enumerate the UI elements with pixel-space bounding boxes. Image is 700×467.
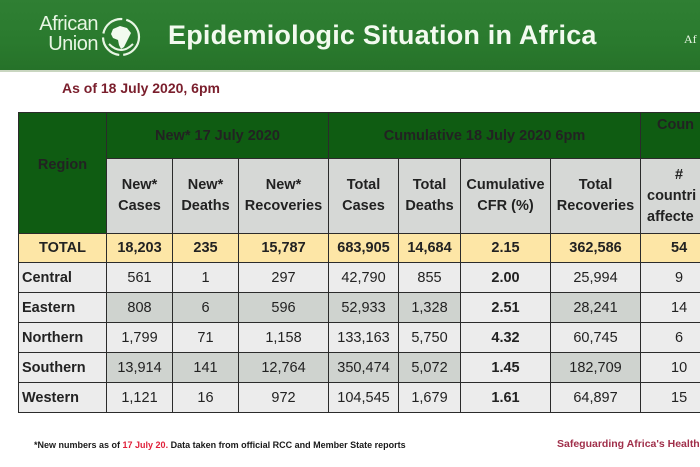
logo-line-2: Union <box>48 33 98 55</box>
region-name: Eastern <box>18 292 107 323</box>
table-row: Central 561 1 297 42,790 855 2.00 25,994… <box>18 262 700 293</box>
cell-total-recoveries: 182,709 <box>550 352 641 383</box>
total-countries: 54 <box>640 233 700 263</box>
cell-countries: 9 <box>640 262 700 293</box>
cell-total-deaths: 1,328 <box>398 292 461 323</box>
table-row: Western 1,121 16 972 104,545 1,679 1.61 … <box>18 382 700 413</box>
group-header-countries: Coun <box>640 112 700 159</box>
cell-new-deaths: 71 <box>172 322 239 353</box>
table-row: Eastern 808 6 596 52,933 1,328 2.51 28,2… <box>18 292 700 323</box>
region-header: Region <box>18 112 107 234</box>
total-new-deaths: 235 <box>172 233 239 263</box>
cell-total-cases: 42,790 <box>328 262 399 293</box>
total-row: TOTAL 18,203 235 15,787 683,905 14,684 2… <box>18 233 700 263</box>
header-banner: African Union Epidemiologic Situation in… <box>0 0 700 72</box>
logo-line-1: African <box>39 13 98 35</box>
total-cases: 683,905 <box>328 233 399 263</box>
cell-new-deaths: 6 <box>172 292 239 323</box>
cell-total-cases: 133,163 <box>328 322 399 353</box>
cell-new-deaths: 1 <box>172 262 239 293</box>
total-cfr: 2.15 <box>460 233 551 263</box>
cell-countries: 15 <box>640 382 700 413</box>
table-row: Northern 1,799 71 1,158 133,163 5,750 4.… <box>18 322 700 353</box>
col-new-cases: New* Cases <box>106 158 173 234</box>
cell-new-cases: 561 <box>106 262 173 293</box>
col-total-deaths: Total Deaths <box>398 158 461 234</box>
logo-wordmark: African Union <box>20 14 98 54</box>
region-name: Southern <box>18 352 107 383</box>
cell-countries: 14 <box>640 292 700 323</box>
total-recoveries: 362,586 <box>550 233 641 263</box>
cell-total-deaths: 1,679 <box>398 382 461 413</box>
cell-total-deaths: 5,072 <box>398 352 461 383</box>
cell-total-recoveries: 64,897 <box>550 382 641 413</box>
footnote-date: 17 July 20. <box>122 440 169 450</box>
cell-new-recoveries: 1,158 <box>238 322 329 353</box>
tagline: Safeguarding Africa's Health <box>557 438 700 450</box>
footnote-source: Data taken from official RCC and Member … <box>168 440 406 450</box>
cell-new-cases: 808 <box>106 292 173 323</box>
cell-total-recoveries: 28,241 <box>550 292 641 323</box>
cell-countries: 6 <box>640 322 700 353</box>
group-header-new: New* 17 July 2020 <box>106 112 329 159</box>
cell-total-cases: 350,474 <box>328 352 399 383</box>
total-label: TOTAL <box>18 233 107 263</box>
total-deaths: 14,684 <box>398 233 461 263</box>
region-name: Western <box>18 382 107 413</box>
cell-total-deaths: 5,750 <box>398 322 461 353</box>
cell-new-recoveries: 596 <box>238 292 329 323</box>
total-new-cases: 18,203 <box>106 233 173 263</box>
cell-new-deaths: 16 <box>172 382 239 413</box>
cell-total-deaths: 855 <box>398 262 461 293</box>
group-header-row: Region New* 17 July 2020 Cumulative 18 J… <box>18 112 700 234</box>
col-total-cases: Total Cases <box>328 158 399 234</box>
cell-total-recoveries: 60,745 <box>550 322 641 353</box>
africa-emblem-icon <box>101 17 141 57</box>
african-union-logo: African Union <box>20 14 150 60</box>
group-header-cumulative: Cumulative 18 July 2020 6pm <box>328 112 641 159</box>
cell-cfr: 1.61 <box>460 382 551 413</box>
footnote: *New numbers as of 17 July 20. Data take… <box>34 440 406 450</box>
cell-cfr: 2.51 <box>460 292 551 323</box>
region-name: Central <box>18 262 107 293</box>
region-name: Northern <box>18 322 107 353</box>
cell-new-recoveries: 12,764 <box>238 352 329 383</box>
total-new-recoveries: 15,787 <box>238 233 329 263</box>
col-new-deaths: New* Deaths <box>172 158 239 234</box>
column-header-row: New* Cases New* Deaths New* Recoveries Tota… <box>19 158 700 234</box>
cell-total-cases: 52,933 <box>328 292 399 323</box>
cell-new-cases: 1,121 <box>106 382 173 413</box>
corner-text: Af <box>684 32 697 46</box>
col-total-recoveries: Total Recoveries <box>550 158 641 234</box>
cell-new-cases: 13,914 <box>106 352 173 383</box>
page-title: Epidemiologic Situation in Africa <box>168 20 597 50</box>
as-of-date: As of 18 July 2020, 6pm <box>62 80 220 96</box>
cell-new-deaths: 141 <box>172 352 239 383</box>
cell-new-recoveries: 972 <box>238 382 329 413</box>
table-row: Southern 13,914 141 12,764 350,474 5,072… <box>18 352 700 383</box>
cell-new-cases: 1,799 <box>106 322 173 353</box>
cell-cfr: 2.00 <box>460 262 551 293</box>
footnote-prefix: *New numbers as of <box>34 440 123 450</box>
col-new-recoveries: New* Recoveries <box>238 158 329 234</box>
col-countries-affected: # countri affecte <box>640 158 700 234</box>
cell-total-recoveries: 25,994 <box>550 262 641 293</box>
cell-total-cases: 104,545 <box>328 382 399 413</box>
cell-cfr: 1.45 <box>460 352 551 383</box>
cell-new-recoveries: 297 <box>238 262 329 293</box>
cell-countries: 10 <box>640 352 700 383</box>
cell-cfr: 4.32 <box>460 322 551 353</box>
col-cumulative-cfr: Cumulative CFR (%) <box>460 158 551 234</box>
epidemiology-table: Region New* 17 July 2020 Cumulative 18 J… <box>18 112 700 413</box>
